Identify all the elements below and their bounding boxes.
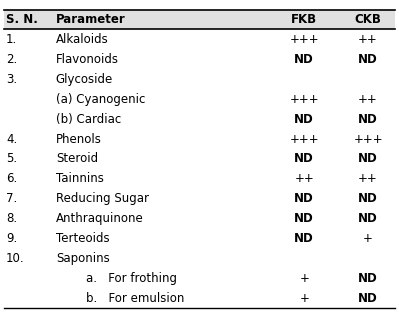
Text: ++: ++ <box>358 33 378 46</box>
Text: ND: ND <box>294 53 314 66</box>
Text: 9.: 9. <box>6 232 17 245</box>
Text: Reducing Sugar: Reducing Sugar <box>56 192 149 205</box>
Text: ND: ND <box>358 292 378 305</box>
Text: ND: ND <box>294 192 314 205</box>
Text: Flavonoids: Flavonoids <box>56 53 119 66</box>
Text: 4.: 4. <box>6 133 17 146</box>
Text: ND: ND <box>358 53 378 66</box>
Text: (a) Cyanogenic: (a) Cyanogenic <box>56 93 145 106</box>
Text: Anthraquinone: Anthraquinone <box>56 212 144 225</box>
Bar <box>4 10 395 30</box>
Text: Alkaloids: Alkaloids <box>56 33 109 46</box>
Text: ND: ND <box>358 272 378 285</box>
Text: ND: ND <box>294 113 314 126</box>
Text: ND: ND <box>294 232 314 245</box>
Text: 6.: 6. <box>6 172 17 185</box>
Text: CKB: CKB <box>355 13 381 26</box>
Text: Saponins: Saponins <box>56 252 110 265</box>
Text: ND: ND <box>358 212 378 225</box>
Text: +++: +++ <box>289 133 319 146</box>
Text: +: + <box>363 232 373 245</box>
Text: Parameter: Parameter <box>56 13 126 26</box>
Text: 3.: 3. <box>6 73 17 86</box>
Text: +: + <box>299 292 309 305</box>
Text: ++: ++ <box>358 172 378 185</box>
Text: ND: ND <box>294 153 314 165</box>
Text: +++: +++ <box>289 93 319 106</box>
Text: Terteoids: Terteoids <box>56 232 109 245</box>
Text: Phenols: Phenols <box>56 133 102 146</box>
Text: (b) Cardiac: (b) Cardiac <box>56 113 121 126</box>
Text: 8.: 8. <box>6 212 17 225</box>
Text: 5.: 5. <box>6 153 17 165</box>
Text: ++: ++ <box>294 172 314 185</box>
Text: +++: +++ <box>289 33 319 46</box>
Text: Glycoside: Glycoside <box>56 73 113 86</box>
Text: ND: ND <box>358 113 378 126</box>
Text: ND: ND <box>294 212 314 225</box>
Text: b.   For emulsion: b. For emulsion <box>56 292 184 305</box>
Text: Tainnins: Tainnins <box>56 172 104 185</box>
Text: FKB: FKB <box>291 13 317 26</box>
Text: +++: +++ <box>353 133 383 146</box>
Text: +: + <box>299 272 309 285</box>
Text: 10.: 10. <box>6 252 25 265</box>
Text: ND: ND <box>358 153 378 165</box>
Text: 7.: 7. <box>6 192 17 205</box>
Text: a.   For frothing: a. For frothing <box>56 272 177 285</box>
Text: ++: ++ <box>358 93 378 106</box>
Text: S. N.: S. N. <box>6 13 38 26</box>
Text: Steroid: Steroid <box>56 153 98 165</box>
Text: ND: ND <box>358 192 378 205</box>
Text: 2.: 2. <box>6 53 17 66</box>
Text: 1.: 1. <box>6 33 17 46</box>
